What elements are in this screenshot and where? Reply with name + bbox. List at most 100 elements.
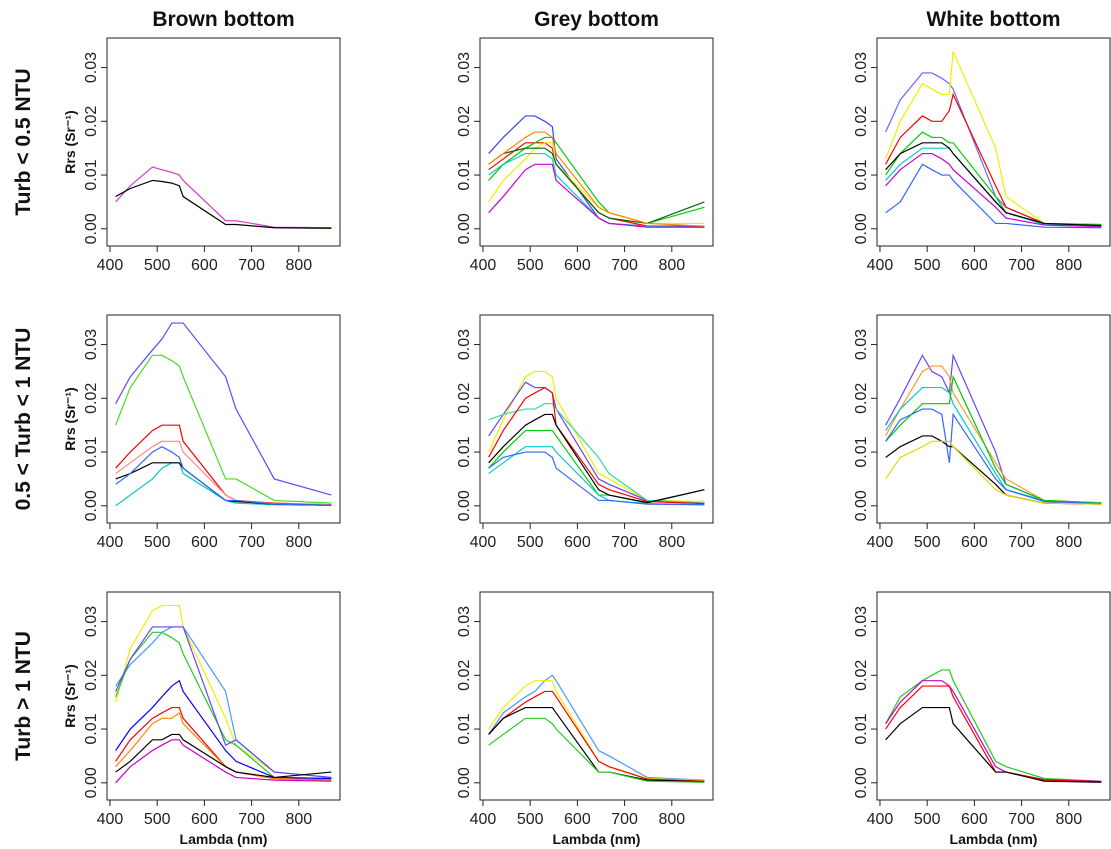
spectrum-line — [488, 142, 705, 225]
y-tick-label: 0.00 — [83, 767, 100, 798]
spectrum-line — [115, 322, 332, 496]
y-tick-label: 0.02 — [83, 106, 100, 137]
spectrum-line — [488, 370, 705, 503]
x-tick-label: 600 — [564, 257, 591, 274]
spectrum-line — [115, 166, 332, 229]
plot-area — [488, 370, 705, 506]
x-tick-label: 600 — [961, 534, 988, 551]
y-tick-label: 0.03 — [853, 52, 870, 83]
row-label: Turb < 0.5 NTU — [12, 68, 35, 215]
y-tick-label: 0.01 — [853, 713, 870, 744]
spectrum-line — [885, 440, 1102, 505]
x-tick-label: 400 — [867, 257, 894, 274]
x-tick-label: 700 — [238, 811, 265, 828]
spectrum-line — [885, 72, 1102, 227]
spectrum-line — [885, 92, 1102, 227]
x-tick-label: 800 — [285, 811, 312, 828]
spectrum-line — [885, 386, 1102, 504]
x-tick-label: 400 — [867, 811, 894, 828]
spectrum-line — [885, 147, 1102, 227]
y-tick-label: 0.03 — [456, 52, 473, 83]
spectrum-line — [115, 354, 332, 504]
y-tick-label: 0.00 — [83, 213, 100, 244]
x-tick-label: 800 — [1055, 257, 1082, 274]
x-tick-label: 700 — [611, 257, 638, 274]
x-tick-label: 700 — [1008, 534, 1035, 551]
plot-frame — [876, 314, 1111, 524]
x-tick-label: 600 — [191, 811, 218, 828]
y-tick-label: 0.01 — [83, 159, 100, 190]
spectrum-line — [115, 626, 332, 779]
plot-area — [115, 604, 332, 784]
spectrum-line — [488, 680, 705, 782]
plot-frame — [106, 314, 341, 524]
y-tick-label: 0.00 — [853, 213, 870, 244]
x-tick-label: 700 — [611, 534, 638, 551]
x-tick-label: 600 — [564, 811, 591, 828]
spectrum-line — [115, 739, 332, 784]
x-tick-label: 500 — [517, 811, 544, 828]
x-tick-label: 500 — [517, 257, 544, 274]
x-tick-label: 400 — [470, 534, 497, 551]
x-tick-label: 500 — [914, 257, 941, 274]
spectrum-line — [885, 669, 1102, 782]
row-label: 0.5 < Turb < 1 NTU — [12, 328, 35, 511]
x-tick-label: 700 — [238, 534, 265, 551]
spectrum-line — [488, 163, 705, 228]
spectrum-line — [885, 352, 1102, 504]
spectrum-line — [115, 733, 332, 779]
y-tick-label: 0.00 — [853, 767, 870, 798]
plot-area — [115, 166, 332, 229]
plot-area — [885, 669, 1102, 783]
spectrum-line — [885, 365, 1102, 504]
y-tick-label: 0.02 — [853, 383, 870, 414]
y-tick-label: 0.03 — [83, 52, 100, 83]
x-tick-label: 700 — [238, 257, 265, 274]
plot-frame — [479, 314, 714, 524]
y-tick-label: 0.00 — [456, 767, 473, 798]
spectrum-line — [885, 706, 1102, 783]
y-axis-label: Rrs (Sr⁻¹) — [62, 387, 78, 450]
y-tick-label: 0.02 — [456, 106, 473, 137]
x-tick-label: 600 — [564, 534, 591, 551]
spectrum-line — [488, 674, 705, 781]
x-tick-label: 500 — [914, 534, 941, 551]
plot-frame — [479, 591, 714, 801]
y-tick-label: 0.01 — [83, 436, 100, 467]
spectrum-line — [488, 690, 705, 782]
row-label: Turb > 1 NTU — [12, 631, 35, 761]
x-tick-label: 800 — [658, 811, 685, 828]
spectrum-line — [488, 717, 705, 783]
y-tick-label: 0.00 — [456, 490, 473, 521]
y-tick-label: 0.02 — [456, 383, 473, 414]
plot-area — [885, 352, 1102, 505]
spectrum-line — [488, 386, 705, 505]
spectrum-line — [488, 381, 705, 504]
x-tick-label: 400 — [97, 534, 124, 551]
x-tick-label: 800 — [285, 257, 312, 274]
y-tick-label: 0.03 — [456, 606, 473, 637]
spectrum-line — [115, 604, 332, 779]
x-tick-label: 800 — [285, 534, 312, 551]
spectrum-line — [488, 451, 705, 506]
x-tick-label: 400 — [97, 257, 124, 274]
y-tick-label: 0.01 — [853, 436, 870, 467]
x-tick-label: 400 — [470, 257, 497, 274]
plot-frame — [876, 591, 1111, 801]
y-tick-label: 0.01 — [456, 713, 473, 744]
x-tick-label: 800 — [1055, 534, 1082, 551]
x-tick-label: 800 — [658, 534, 685, 551]
x-tick-label: 400 — [867, 534, 894, 551]
y-tick-label: 0.02 — [853, 660, 870, 691]
y-tick-label: 0.03 — [83, 329, 100, 360]
y-tick-label: 0.00 — [456, 213, 473, 244]
spectrum-line — [488, 142, 705, 227]
x-axis-label: Lambda (nm) — [950, 831, 1038, 847]
spectrum-line — [885, 152, 1102, 228]
y-tick-label: 0.01 — [456, 436, 473, 467]
y-tick-label: 0.00 — [853, 490, 870, 521]
spectrum-line — [885, 374, 1102, 504]
spectrum-line — [885, 51, 1102, 226]
